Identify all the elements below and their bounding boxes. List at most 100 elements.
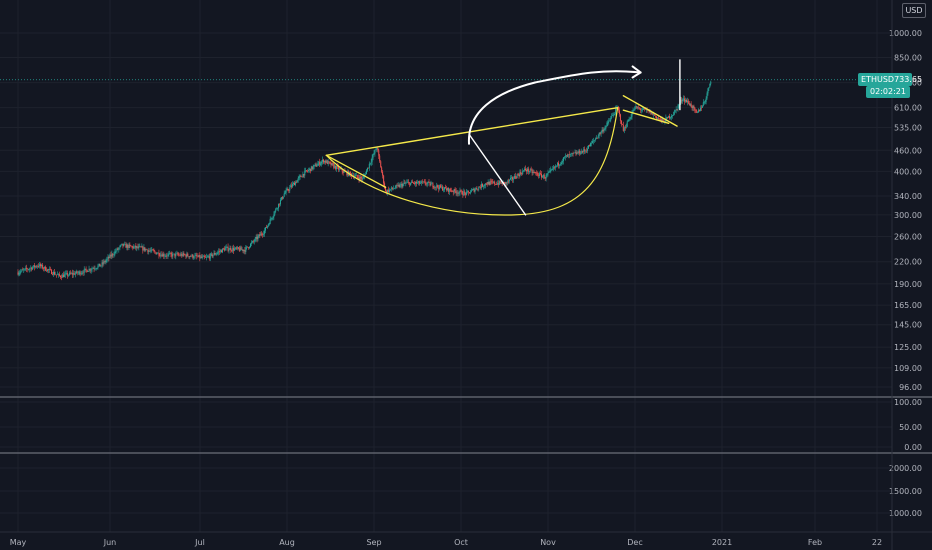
candle-body [274,211,276,215]
candle-body [641,109,643,111]
candle-body [175,253,177,257]
candle-body [82,272,84,274]
candle-body [391,187,393,189]
candle-body [41,264,43,267]
candle-body [184,254,186,256]
candle-body [476,188,478,190]
candle-body [376,148,378,150]
candle-body [691,106,693,109]
candle-body [17,272,19,275]
candle-body [545,174,547,179]
candle-body [570,153,572,155]
candle-body [399,184,401,188]
candle-body [417,181,419,183]
candle-body [325,160,327,163]
candle-body [180,254,182,256]
candle-body [284,192,286,194]
candle-body [269,218,271,225]
candle-body [477,189,479,190]
currency-badge[interactable]: USD [902,3,926,18]
candle-body [390,187,392,190]
candle-body [250,242,252,244]
candle-body [407,182,409,183]
candle-body [289,187,291,191]
candle-body [701,105,703,108]
white-segment [468,134,527,216]
candle-body [323,160,325,163]
candle-body [302,173,304,178]
candle-body [486,184,488,185]
candle-body [406,182,408,184]
candle-body [221,248,223,253]
candle-body [343,170,345,173]
candle-body [523,170,525,172]
candle-body [76,271,78,274]
candle-body [618,106,620,111]
candle-body [459,190,461,193]
candle-body [452,191,454,193]
candle-body [327,161,329,164]
candle-body [328,161,330,163]
candle-body [409,182,411,186]
candle-body [618,110,620,115]
candle-body [197,256,199,257]
candle-body [674,110,676,112]
candle-body [487,181,489,185]
candle-body [657,117,659,119]
candle-body [276,208,278,210]
candle-body [239,247,241,251]
candle-body [540,173,542,174]
candle-body [23,269,25,271]
candle-body [530,169,532,170]
candle-body [62,274,64,278]
candle-body [250,243,252,247]
candle-body [626,121,628,127]
candle-body [507,180,509,183]
candle-body [651,112,653,115]
candle-body [38,266,40,267]
candle-body [424,181,426,184]
candle-body [191,254,193,257]
candle-body [28,269,30,270]
candle-body [360,176,362,179]
candle-body [73,273,75,275]
candle-body [693,106,695,108]
candle-body [681,99,683,101]
price-tick-label: 125.00 [894,343,922,352]
candle-body [156,253,158,255]
candle-body [52,271,54,275]
candle-body [549,170,551,172]
price-tick-label: 109.00 [894,364,922,373]
candle-body [311,166,313,170]
candle-body [366,170,368,175]
candle-body [81,272,83,274]
candle-body [67,274,69,276]
candle-body [367,167,369,169]
candle-body [215,254,217,255]
candle-body [642,108,644,110]
candle-body [468,192,470,194]
candle-body [39,264,41,267]
candle-body [462,194,464,196]
candle-body [259,234,261,236]
candle-body [200,256,202,259]
candle-body [338,168,340,170]
candle-body [93,268,95,269]
candle-body [622,124,624,131]
candle-body [183,253,185,255]
candle-body [675,109,677,111]
candle-body [445,188,447,191]
candle-body [153,250,155,251]
candle-body [610,117,612,121]
candle-body [511,177,513,180]
candle-body [437,185,439,188]
candle-body [120,244,122,246]
candle-body [550,169,552,171]
candle-body [562,157,564,162]
candle-body [544,178,546,179]
candle-body [591,141,593,143]
candle-body [216,253,218,255]
candle-body [221,250,223,253]
candle-body [113,254,115,256]
